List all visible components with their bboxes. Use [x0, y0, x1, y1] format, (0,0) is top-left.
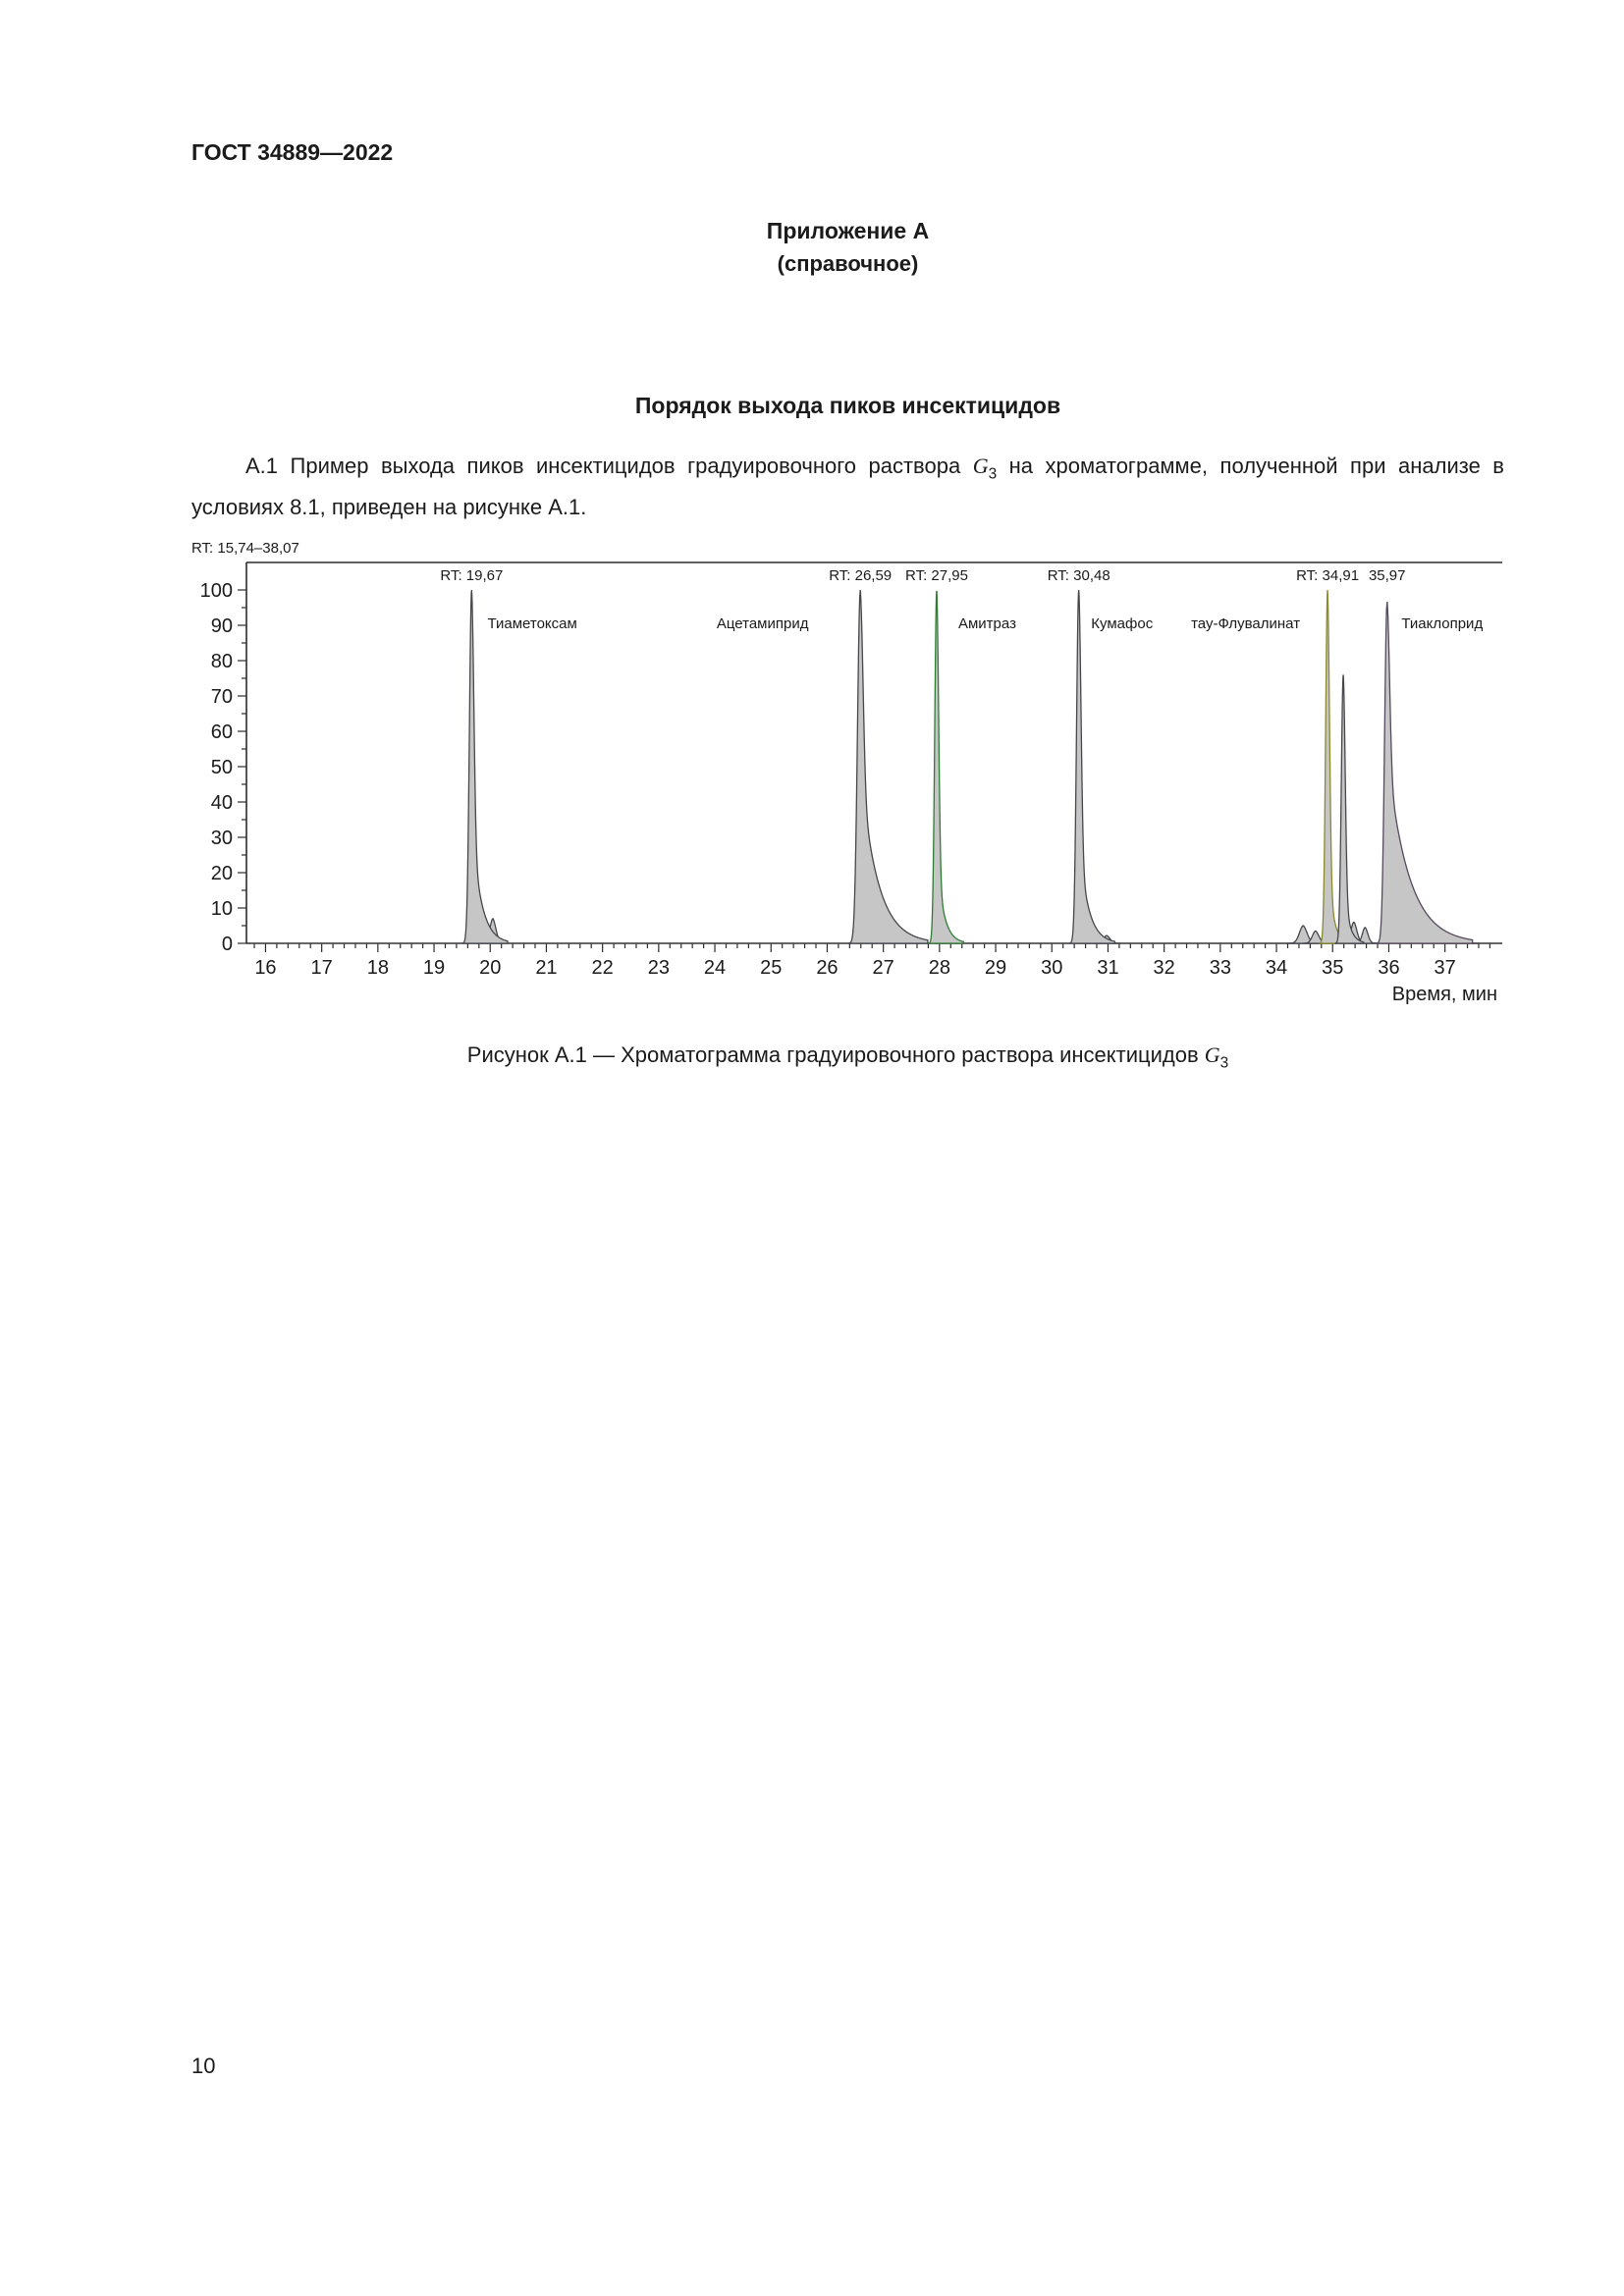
peak-6: [1376, 601, 1474, 944]
x-tick-label: 30: [1041, 957, 1062, 979]
peak-rt-label-3: RT: 30,48: [1048, 567, 1110, 584]
x-axis-title: Время, мин: [1392, 984, 1497, 1005]
appendix-subtitle: (справочное): [777, 251, 919, 276]
chromatogram-svg: 0 10 20 30 40 50 60 70 80 90 100 16 17 18 19 20 21 22 23 24…: [191, 540, 1502, 1005]
x-tick-label: 16: [254, 957, 276, 979]
peak-rt-label-6: 35,97: [1369, 567, 1406, 584]
x-tick-label: 26: [816, 957, 838, 979]
x-tick-label: 24: [704, 957, 726, 979]
x-tick-label: 37: [1435, 957, 1456, 979]
rt-range-label: RT: 15,74–38,07: [191, 540, 299, 557]
x-tick-label: 33: [1210, 957, 1231, 979]
peak-name-label-6: Тиаклоприд: [1401, 615, 1483, 632]
y-tick-label: 50: [211, 757, 233, 778]
peak-5: [1334, 674, 1365, 944]
x-tick-label: 22: [592, 957, 614, 979]
y-tick-label: 100: [200, 580, 233, 602]
y-tick-label: 20: [211, 863, 233, 884]
peak-3: [1068, 589, 1115, 944]
y-tick-label: 10: [211, 898, 233, 920]
x-tick-label: 36: [1378, 957, 1399, 979]
document-number: ГОСТ 34889—2022: [191, 139, 394, 165]
page-number: 10: [191, 2054, 216, 2078]
x-tick-label: 28: [929, 957, 950, 979]
peak-rt-label-2: RT: 27,95: [905, 567, 968, 584]
x-tick-label: 34: [1266, 957, 1287, 979]
x-tick-label: 31: [1097, 957, 1118, 979]
x-tick-label: 27: [873, 957, 894, 979]
peak-rt-label-0: RT: 19,67: [440, 567, 503, 584]
figure-caption-text: Рисунок А.1 — Хроматограмма градуировочн…: [466, 1042, 1205, 1067]
y-tick-label: 90: [211, 615, 233, 637]
symbol-g-sub: 3: [988, 465, 998, 483]
y-tick-label: 0: [222, 934, 233, 955]
appendix-title: Приложение А: [766, 218, 930, 243]
peak-1: [848, 589, 929, 944]
peak-2: [928, 590, 965, 944]
symbol-g: G: [972, 454, 989, 478]
peak-name-label-1: Ацетамиприд: [717, 615, 809, 632]
section-title: Порядок выхода пиков инсектицидов: [634, 393, 1061, 418]
peak-name-label-3: Кумафос: [1091, 615, 1153, 632]
x-tick-label: 19: [423, 957, 445, 979]
y-tick-label: 30: [211, 828, 233, 849]
y-tick-label: 70: [211, 686, 233, 708]
paragraph-a1: А.1 Пример выхода пиков инсектицидов гра…: [191, 450, 1504, 524]
figure-caption-symbol-g-sub: 3: [1219, 1054, 1229, 1072]
peak-rt-label-1: RT: 26,59: [829, 567, 892, 584]
y-tick-label: 60: [211, 721, 233, 743]
x-tick-label: 17: [311, 957, 333, 979]
x-tick-label: 21: [535, 957, 557, 979]
x-tick-label: 18: [367, 957, 389, 979]
x-tick-label: 35: [1322, 957, 1343, 979]
figure-caption: Рисунок А.1 — Хроматограмма градуировочн…: [191, 1042, 1504, 1072]
peak-rt-label-4: RT: 34,91: [1296, 567, 1359, 584]
y-tick-label: 80: [211, 651, 233, 672]
figure-caption-symbol-g: G: [1204, 1042, 1220, 1067]
peak-name-label-4: тау-Флувалинат: [1191, 615, 1300, 632]
x-tick-label: 29: [985, 957, 1006, 979]
peak-0: [461, 589, 509, 944]
peak-name-label-2: Амитраз: [958, 615, 1016, 632]
chromatogram-figure: 0 10 20 30 40 50 60 70 80 90 100 16 17 18 19 20 21 22 23 24…: [191, 535, 1512, 1016]
paragraph-text-2: на хроматограмме, полученной при анализе…: [191, 454, 1504, 520]
x-tick-label: 32: [1154, 957, 1175, 979]
x-tick-label: 20: [479, 957, 501, 979]
y-tick-label: 40: [211, 792, 233, 814]
peak-name-label-0: Тиаметоксам: [487, 615, 576, 632]
x-tick-label: 23: [648, 957, 670, 979]
x-tick-label: 25: [760, 957, 782, 979]
paragraph-text-1: А.1 Пример выхода пиков инсектицидов гра…: [245, 454, 973, 478]
